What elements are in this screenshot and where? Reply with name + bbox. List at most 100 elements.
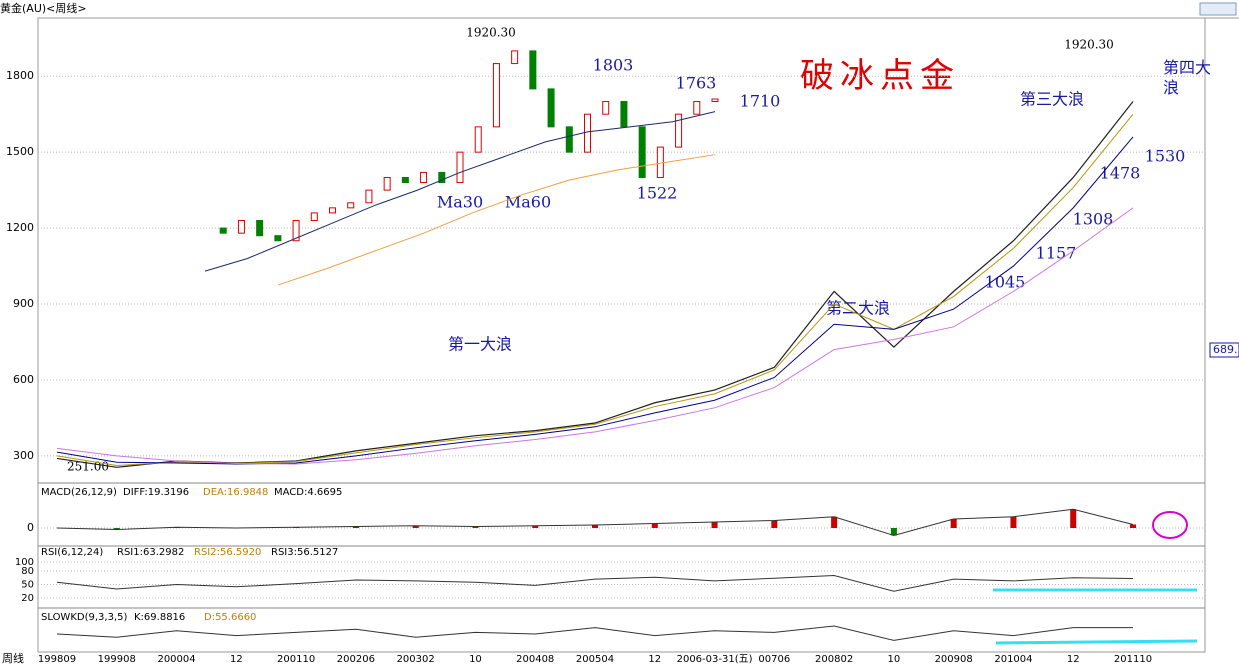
annotation: 251.00 (67, 460, 109, 474)
x-tick-label: 199908 (98, 654, 136, 665)
y-tick-label: 80 (21, 566, 34, 577)
annotation: 1710 (740, 92, 781, 111)
macd-bar (352, 526, 359, 528)
price-line (56, 101, 1134, 468)
candle (675, 113, 683, 148)
macd-dea: DEA:16.9848 (203, 487, 268, 498)
macd-line (56, 508, 1134, 537)
candle (292, 220, 300, 242)
macd-bar (1070, 509, 1077, 528)
y-tick-label: 100 (15, 557, 34, 568)
price-line (56, 113, 1134, 467)
y-tick-label: 300 (13, 449, 34, 462)
candle (383, 176, 391, 191)
candle (256, 220, 264, 237)
x-tick-label: 2006-03-31(五) (677, 654, 753, 665)
annotation: 1045 (985, 273, 1026, 292)
kd-d: D:55.6660 (204, 612, 256, 623)
chart-title: 黄金(AU)<周线> (0, 1, 87, 15)
annotation: 第四大浪 (1163, 58, 1212, 97)
macd-value: MACD:4.6695 (274, 487, 342, 498)
candle (584, 113, 591, 153)
y-tick-label: 20 (21, 593, 34, 604)
candle (565, 126, 573, 153)
annotation: 1478 (1100, 164, 1141, 183)
x-tick-label: 200110 (277, 654, 315, 665)
annotation: 1530 (1145, 147, 1186, 166)
annotation: 1763 (676, 74, 717, 93)
annotation: 1522 (637, 184, 678, 203)
macd-diff: DIFF:19.3196 (123, 487, 189, 498)
x-tick-label: 200408 (516, 654, 554, 665)
y-tick-label: 1500 (6, 145, 34, 158)
x-tick-label: 10 (888, 654, 901, 665)
x-tick-label: 200302 (397, 654, 435, 665)
candle (693, 101, 701, 115)
candle (456, 151, 464, 184)
x-tick-label: 199809 (38, 654, 76, 665)
y-tick-label: 900 (13, 297, 34, 310)
x-tick-label: 200802 (815, 654, 853, 665)
macd-bar (113, 528, 120, 530)
candle (511, 50, 519, 65)
support-line (995, 639, 1198, 645)
candle (711, 98, 719, 103)
candle (602, 101, 610, 115)
annotation: 第一大浪 (448, 335, 512, 354)
candle (347, 202, 355, 209)
candle (310, 212, 318, 222)
macd-bar (532, 525, 539, 528)
x-tick-label: 12 (648, 654, 661, 665)
y-tick-label: 1800 (6, 69, 34, 82)
x-tick-label: 200206 (337, 654, 375, 665)
candle (219, 227, 227, 234)
x-tick-label: 10 (469, 654, 482, 665)
annotation: 1308 (1073, 210, 1114, 229)
candle (492, 63, 500, 128)
kd-label: SLOWKD(9,3,3,5) (41, 612, 127, 623)
annotation: 第二大浪 (826, 299, 890, 318)
x-tick-label: 200504 (576, 654, 614, 665)
price-marker (1209, 342, 1239, 358)
candle (329, 207, 336, 214)
candle (474, 126, 482, 153)
rsi3: RSI3:56.5127 (271, 547, 338, 558)
rsi2: RSI2:56.5920 (194, 547, 261, 558)
macd-bar (472, 526, 479, 528)
rsi1: RSI1:63.2982 (117, 547, 184, 558)
candle (237, 220, 245, 234)
macd-label: MACD(26,12,9) (41, 487, 117, 498)
rsi-line (56, 574, 1134, 592)
annotation: Ma60 (505, 193, 551, 212)
kd-k: K:69.8816 (134, 612, 185, 623)
x-tick-label: 00706 (758, 654, 790, 665)
price-line (56, 136, 1134, 465)
y-tick-label: 0 (27, 521, 34, 534)
window-buttons[interactable] (1199, 2, 1237, 16)
macd-bar (711, 522, 718, 528)
rsi-label: RSI(6,12,24) (41, 547, 103, 558)
kd-line (56, 625, 1134, 641)
y-tick-label: 50 (21, 580, 34, 591)
annotation: 第三大浪 (1020, 90, 1084, 109)
y-tick-label: 600 (13, 373, 34, 386)
macd-bar (771, 520, 778, 528)
candle (638, 126, 646, 178)
x-tick-label: 12 (1067, 654, 1080, 665)
macd-bar (950, 519, 957, 528)
annotation: 1920.30 (1064, 38, 1114, 52)
x-tick-label: 200908 (935, 654, 973, 665)
annotation: 1920.30 (466, 26, 516, 40)
x-tick-label: 200004 (157, 654, 195, 665)
x-axis-label: 周线 (2, 651, 24, 665)
candle (529, 50, 537, 90)
macd-bar (831, 516, 838, 528)
candle (274, 235, 282, 242)
x-tick-label: 201004 (994, 654, 1032, 665)
ma60-line (277, 154, 716, 286)
macd-bar (412, 525, 419, 528)
candle (438, 171, 446, 184)
macd-bar (1130, 524, 1136, 528)
